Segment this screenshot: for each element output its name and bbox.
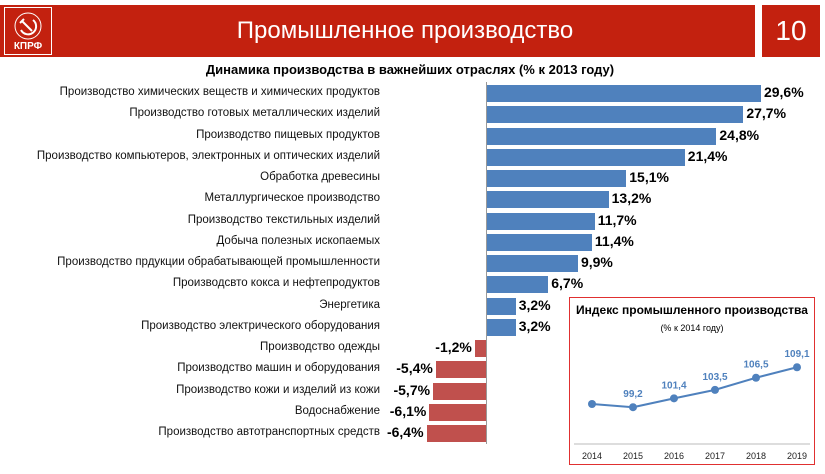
point-label: 99,2	[623, 389, 643, 400]
kprf-logo: КПРФ	[4, 7, 52, 55]
data-label: -5,4%	[396, 360, 433, 377]
bar	[486, 170, 627, 187]
bar	[474, 340, 486, 357]
data-point	[711, 385, 719, 394]
data-label: 6,7%	[551, 275, 584, 292]
year-tick-label: 2015	[623, 451, 643, 461]
data-label: 11,7%	[597, 211, 637, 228]
point-label: 101,4	[661, 380, 686, 391]
category-label: Водоснабжение	[294, 404, 380, 417]
data-label: 13,2%	[611, 190, 652, 207]
page-title: Промышленное производство	[236, 17, 574, 44]
data-point	[752, 373, 760, 382]
data-label: -6,4%	[386, 424, 424, 440]
chart-title: Динамика производства в важнейших отрасл…	[205, 62, 615, 77]
header-bar	[0, 5, 755, 57]
year-tick-label: 2016	[664, 451, 684, 461]
hammer-sickle-icon	[14, 12, 42, 40]
category-label: Производство электрического оборудования	[141, 319, 380, 332]
slide-number: 10	[762, 5, 820, 57]
inset-line-chart: Индекс промышленного производства (% к 20…	[569, 297, 815, 465]
logo-text: КПРФ	[13, 41, 43, 52]
inset-title: Индекс промышленного производства (% к 20…	[576, 303, 808, 333]
bar	[486, 127, 717, 145]
category-label: Производство химических веществ и химиче…	[59, 86, 380, 98]
data-point	[670, 394, 678, 403]
year-tick-label: 2017	[705, 451, 725, 461]
line-plot: 2014 99,2 2015 101,4 2016 103,5 2017 106,5 2018 1…	[574, 349, 810, 461]
data-label: 27,7%	[746, 105, 787, 122]
category-label: Энергетика	[319, 298, 380, 311]
zero-axis	[486, 82, 487, 444]
data-label: 21,4%	[687, 147, 728, 164]
bar	[433, 382, 486, 400]
category-label: Производсвто кокса и нефтепродуктов	[172, 277, 380, 290]
category-label: Производство автотранспортных средств	[158, 426, 380, 438]
year-tick-label: 2014	[582, 451, 602, 461]
bar	[486, 85, 761, 102]
bar	[486, 191, 609, 209]
data-label: 11,4%	[594, 232, 634, 249]
bar	[486, 212, 595, 230]
bar	[486, 255, 578, 272]
category-label: Производство готовых металлических издел…	[129, 107, 380, 120]
category-label: Производство кожи и изделий из кожи	[176, 383, 380, 396]
data-label: 29,6%	[763, 84, 804, 100]
data-label: 3,2%	[518, 296, 551, 313]
data-point	[629, 403, 637, 412]
data-point	[793, 363, 801, 372]
bar	[486, 276, 549, 294]
category-label: Производство пищевых продуктов	[196, 128, 380, 141]
category-label: Добыча полезных ископаемых	[216, 234, 380, 247]
year-tick-label: 2018	[746, 451, 766, 461]
bar	[486, 148, 685, 166]
bar	[429, 403, 486, 421]
data-point	[588, 400, 596, 408]
data-label: -5,7%	[393, 381, 431, 398]
data-label: 15,1%	[629, 169, 669, 185]
point-label: 103,5	[702, 372, 727, 383]
category-label: Металлургическое производство	[204, 192, 380, 205]
point-label: 106,5	[743, 360, 768, 371]
data-label: 24,8%	[719, 126, 760, 143]
data-label: -6,1%	[389, 402, 427, 419]
series-line	[591, 366, 798, 409]
category-label: Обработка древесины	[260, 171, 380, 183]
data-label: -1,2%	[435, 339, 472, 355]
category-label: Производство прдукции обрабатывающей про…	[57, 256, 380, 268]
category-label: Производство текстильных изделий	[187, 213, 380, 226]
bar	[486, 106, 744, 124]
bar	[486, 233, 592, 251]
category-label: Производство одежды	[260, 341, 380, 353]
bar	[426, 425, 486, 442]
bar	[435, 361, 486, 379]
category-label: Производство компьютеров, электронных и …	[36, 149, 380, 162]
point-label: 109,1	[784, 349, 809, 360]
bar	[486, 297, 516, 315]
category-label: Производство машин и оборудования	[177, 362, 380, 375]
year-tick-label: 2019	[787, 451, 807, 461]
data-label: 3,2%	[518, 317, 551, 334]
bar	[486, 318, 516, 336]
data-label: 9,9%	[580, 254, 613, 270]
